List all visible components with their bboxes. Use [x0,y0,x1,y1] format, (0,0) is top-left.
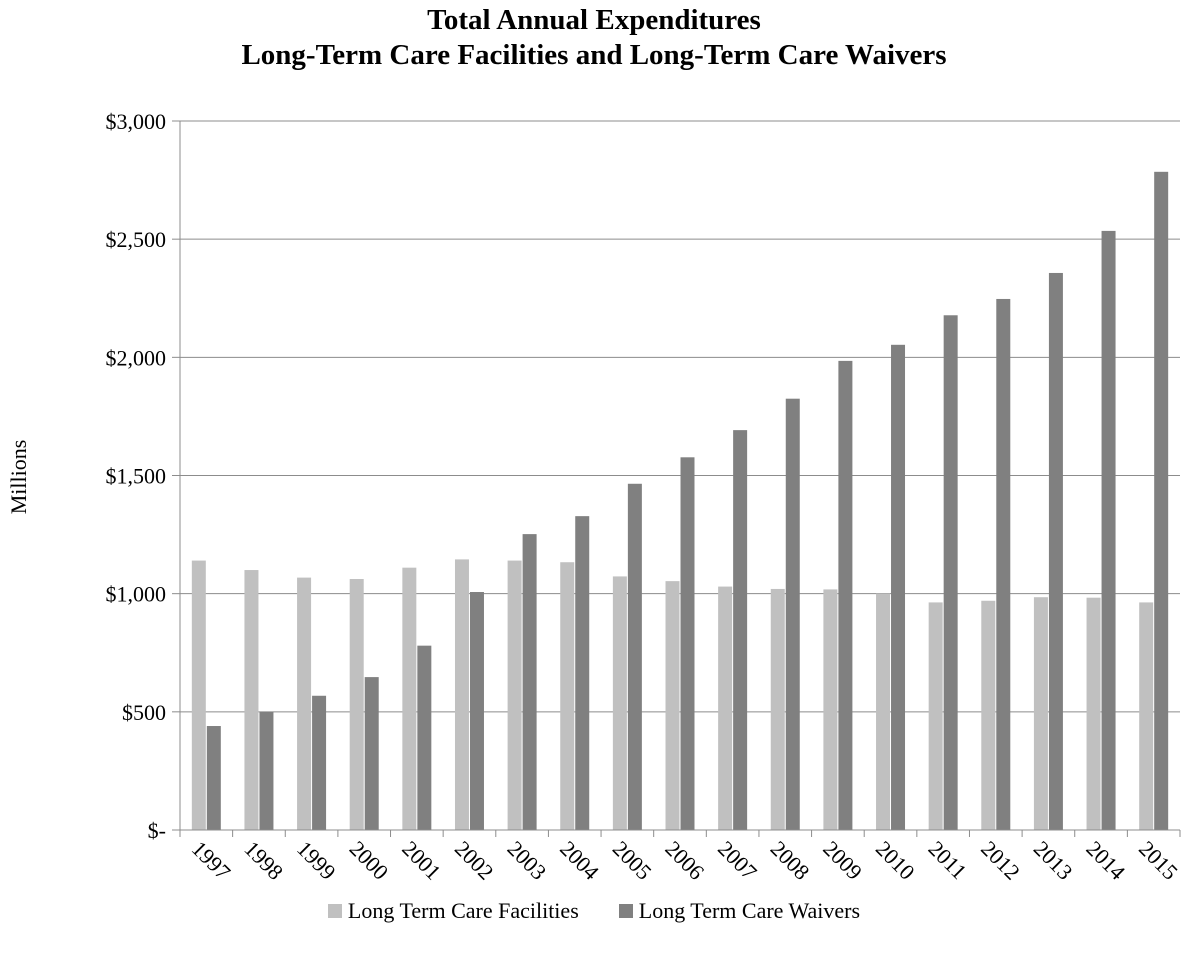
bar-waivers [259,711,274,830]
gridlines [180,120,1180,713]
x-axis: 1997 1998 1999 2000 2001 2002 2003 2004 2005 2006… [179,829,1183,885]
x-tick-label: 2008 [766,836,815,885]
x-tick-label: 2012 [976,836,1025,885]
bar-waivers [1154,171,1169,831]
x-tick-label: 2000 [345,836,394,885]
x-tick-label: 2002 [450,836,499,885]
bar-facilities [770,588,785,830]
bar-waivers [312,695,327,830]
y-tick-label: $1,500 [106,464,167,489]
bar-facilities [297,577,312,830]
legend-label-waivers: Long Term Care Waivers [638,898,861,923]
y-tick-label: $500 [122,700,166,725]
x-tick-label: 2010 [871,836,920,885]
x-tick-label: 2015 [1134,836,1183,885]
x-tick-label: 2013 [1029,836,1078,885]
bar-facilities [928,602,943,830]
bar-waivers [469,592,484,830]
legend-swatch-waivers [618,904,633,918]
bar-facilities [981,600,996,830]
bar-facilities [876,593,891,830]
x-tick-label: 1997 [187,836,236,885]
x-tick-label: 2001 [397,836,446,885]
bar-waivers [1101,230,1116,830]
bar-facilities [244,570,259,830]
bar-facilities [823,589,838,830]
y-tick-label: $1,000 [106,582,167,607]
y-tick-label: $3,000 [106,109,167,134]
bar-facilities [191,560,206,830]
bar-waivers [891,344,906,830]
bar-facilities [1086,597,1101,830]
bar-waivers [627,483,642,830]
bar-waivers [785,398,800,830]
y-axis-label: Millions [6,440,31,515]
x-tick-label: 2007 [713,836,762,885]
bars [191,171,1169,831]
bar-waivers [364,677,379,830]
legend-label-facilities: Long Term Care Facilities [347,898,579,923]
bar-waivers [206,726,221,830]
x-tick-label: 2011 [924,836,972,884]
y-axis: $- $500 $1,000 $1,500 $2,000 $2,500 $3,000 [106,109,181,843]
y-tick-label: $2,500 [106,227,167,252]
y-tick-label: $- [148,818,166,843]
legend-item-waivers: Long Term Care Waivers [618,898,861,924]
x-tick-label: 2003 [503,836,552,885]
x-tick-label: 2014 [1082,836,1131,885]
bar-waivers [575,516,590,830]
chart-title: Total Annual Expenditures [427,4,761,36]
bar-facilities [560,562,575,830]
bar-waivers [943,315,958,830]
legend-swatch-facilities [327,904,342,918]
bar-facilities [402,567,417,830]
bar-facilities [612,576,627,830]
x-tick-label: 2004 [555,836,604,885]
y-tick-label: $2,000 [106,345,167,370]
x-tick-label: 2006 [660,836,709,885]
bar-facilities [1033,597,1048,830]
bar-facilities [718,586,733,830]
bar-waivers [996,298,1011,831]
bar-facilities [454,559,469,830]
x-tick-label: 1999 [292,836,341,885]
bar-facilities [1139,602,1154,830]
bar-facilities [507,560,522,830]
bar-waivers [838,360,853,830]
bar-waivers [680,457,695,830]
bar-chart: Millions $-$500$1,000$1,500$2,000$2,500$… [6,109,1183,885]
legend: Long Term Care Facilities Long Term Care… [0,898,1188,924]
bar-waivers [1048,272,1063,830]
x-tick-label: 2009 [818,836,867,885]
bar-waivers [417,645,432,830]
bar-waivers [522,534,537,830]
bar-facilities [665,581,680,830]
x-tick-label: 2005 [608,836,657,885]
bar-facilities [349,579,364,830]
chart-subtitle: Long-Term Care Facilities and Long-Term … [241,39,947,71]
legend-item-facilities: Long Term Care Facilities [327,898,579,924]
x-tick-label: 1998 [239,836,288,885]
bar-waivers [733,430,748,830]
